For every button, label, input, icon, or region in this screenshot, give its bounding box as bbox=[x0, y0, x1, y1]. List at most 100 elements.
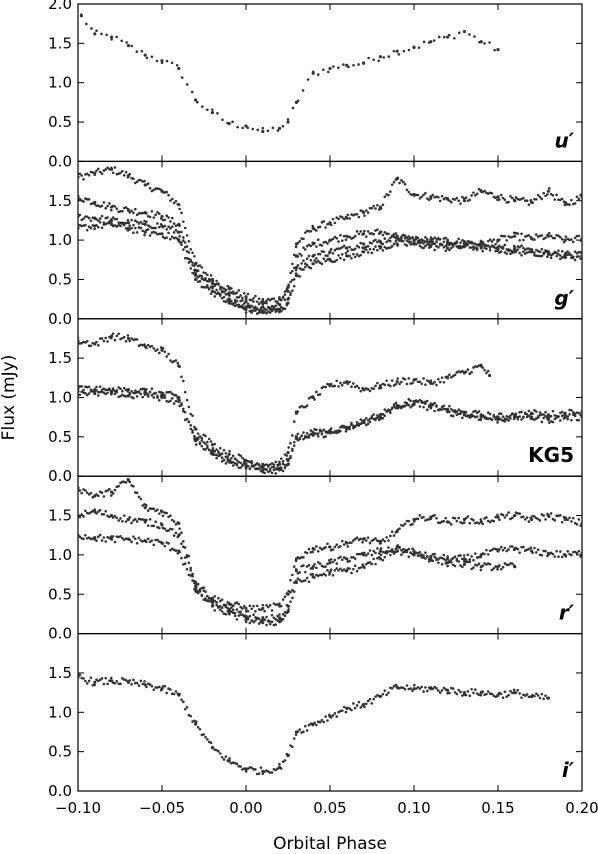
data-point bbox=[93, 342, 96, 346]
data-point bbox=[389, 411, 392, 414]
data-point bbox=[340, 239, 344, 242]
data-point bbox=[78, 393, 82, 397]
data-point bbox=[305, 576, 309, 580]
data-point bbox=[457, 560, 460, 563]
data-point bbox=[366, 536, 370, 539]
data-point bbox=[364, 416, 368, 420]
data-point bbox=[315, 245, 318, 248]
data-point bbox=[185, 567, 189, 571]
data-point bbox=[302, 437, 305, 441]
data-point bbox=[305, 244, 309, 248]
y-tick-label: 0.0 bbox=[48, 625, 72, 643]
data-point bbox=[335, 379, 339, 383]
data-point bbox=[394, 382, 398, 386]
data-point bbox=[494, 416, 497, 419]
data-point bbox=[281, 760, 285, 764]
data-point bbox=[102, 221, 106, 224]
data-point bbox=[346, 567, 350, 570]
data-point bbox=[342, 234, 346, 238]
data-point bbox=[337, 429, 340, 432]
data-point bbox=[130, 389, 133, 393]
data-point bbox=[246, 617, 250, 621]
series-2 bbox=[78, 533, 517, 627]
data-point bbox=[401, 239, 405, 243]
data-point bbox=[311, 430, 314, 434]
data-point bbox=[248, 621, 252, 625]
data-point bbox=[283, 466, 287, 470]
data-point bbox=[385, 240, 388, 244]
data-point bbox=[322, 220, 326, 223]
data-point bbox=[549, 414, 553, 418]
data-point bbox=[414, 687, 418, 690]
data-point bbox=[407, 555, 411, 559]
data-point bbox=[122, 386, 126, 390]
data-point bbox=[372, 247, 375, 251]
data-point bbox=[298, 437, 302, 441]
data-point bbox=[182, 407, 185, 411]
data-point bbox=[176, 361, 180, 365]
data-point bbox=[126, 336, 130, 341]
data-point bbox=[189, 424, 193, 427]
data-point bbox=[352, 236, 355, 240]
data-point bbox=[256, 128, 260, 132]
data-point bbox=[474, 688, 477, 691]
data-point bbox=[220, 290, 224, 294]
data-point bbox=[298, 571, 302, 574]
data-point bbox=[353, 537, 357, 541]
data-point bbox=[231, 292, 235, 295]
data-point bbox=[222, 290, 226, 294]
data-point bbox=[170, 61, 174, 65]
data-point bbox=[158, 685, 161, 689]
data-point bbox=[494, 242, 497, 246]
data-point bbox=[333, 260, 337, 263]
data-point bbox=[453, 564, 457, 568]
data-point bbox=[196, 582, 200, 586]
data-point bbox=[573, 202, 577, 205]
data-point bbox=[311, 255, 314, 258]
data-point bbox=[278, 303, 281, 307]
data-point bbox=[496, 515, 500, 519]
data-point bbox=[329, 223, 333, 227]
data-point bbox=[178, 240, 181, 244]
data-point bbox=[355, 421, 359, 424]
data-point bbox=[109, 336, 113, 340]
data-point bbox=[510, 545, 514, 548]
data-point bbox=[573, 236, 577, 240]
data-point bbox=[80, 341, 83, 345]
data-point bbox=[568, 516, 571, 520]
data-point bbox=[389, 246, 392, 249]
data-point bbox=[145, 183, 148, 187]
data-point bbox=[189, 258, 193, 262]
data-point bbox=[440, 405, 444, 409]
data-point bbox=[405, 382, 409, 386]
data-point bbox=[233, 462, 237, 465]
data-point bbox=[163, 224, 167, 228]
data-point bbox=[337, 385, 340, 388]
data-point bbox=[100, 491, 104, 495]
data-point bbox=[148, 540, 152, 544]
data-point bbox=[564, 555, 568, 558]
data-point bbox=[555, 549, 558, 553]
data-point bbox=[335, 562, 339, 565]
series-0 bbox=[79, 13, 500, 134]
data-point bbox=[494, 246, 497, 250]
data-point bbox=[402, 49, 406, 53]
data-point bbox=[546, 554, 549, 558]
data-point bbox=[261, 129, 265, 134]
data-point bbox=[196, 725, 200, 729]
data-point bbox=[292, 565, 296, 568]
data-point bbox=[226, 298, 229, 301]
data-point bbox=[328, 545, 331, 549]
x-axis-label: Orbital Phase bbox=[273, 834, 387, 854]
data-point bbox=[383, 408, 387, 411]
data-point bbox=[126, 394, 130, 398]
data-point bbox=[255, 617, 259, 621]
data-point bbox=[204, 278, 207, 282]
data-point bbox=[196, 591, 200, 595]
data-point bbox=[355, 230, 359, 233]
data-point bbox=[202, 441, 205, 444]
data-point bbox=[507, 693, 510, 697]
data-point bbox=[529, 248, 533, 252]
data-point bbox=[376, 248, 379, 252]
data-point bbox=[248, 467, 252, 471]
